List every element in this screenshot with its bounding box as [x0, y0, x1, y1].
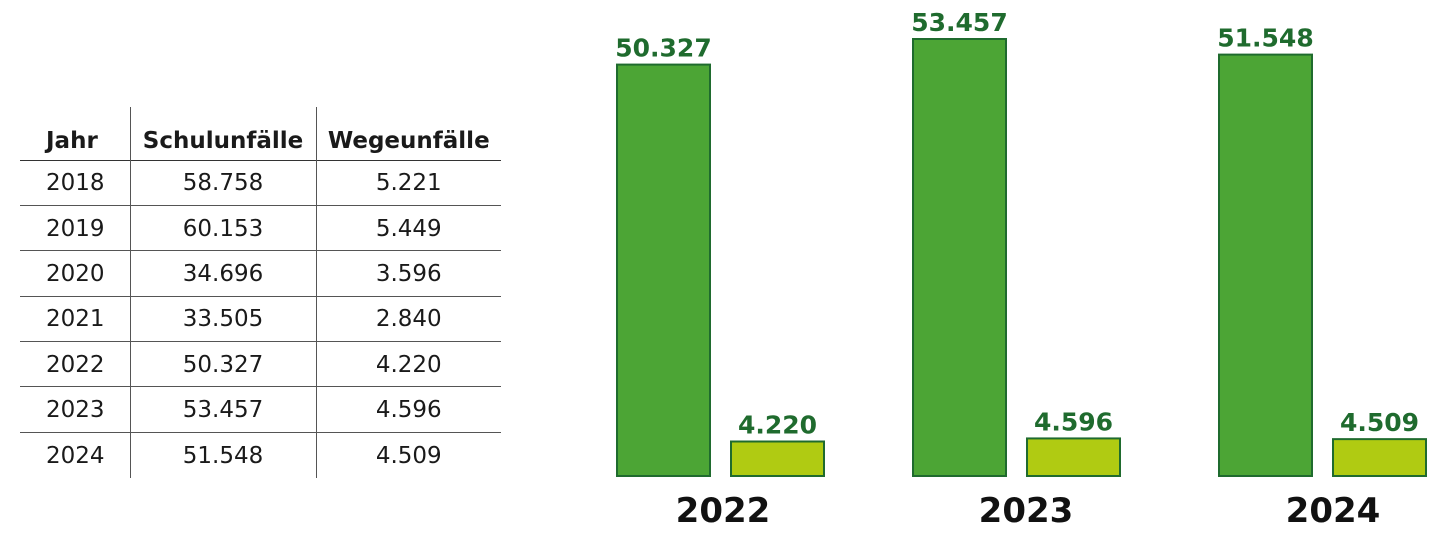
- table-cell-school-accidents: 33.505: [129, 296, 316, 342]
- bar-2024-series-1: [1218, 53, 1313, 477]
- table-cell-school-accidents: 53.457: [129, 386, 316, 433]
- bar-2024-series-2: [1332, 438, 1427, 478]
- table-cell-year: 2023: [46, 397, 105, 424]
- category-label-2023: 2023: [979, 491, 1074, 531]
- table-row: 2018 58.758 5.221: [20, 160, 501, 206]
- table-row: 2024 51.548 4.509: [20, 432, 501, 478]
- table-cell-year: 2018: [46, 170, 105, 197]
- table-cell-commute-accidents: 4.220: [315, 341, 501, 387]
- table-cell-school-accidents: 51.548: [129, 432, 316, 478]
- table-header-school-accidents: Schulunfälle: [129, 107, 316, 160]
- table-row: 2023 53.457 4.596: [20, 386, 501, 433]
- data-label-2023-series-2: 4.596: [1034, 407, 1113, 436]
- table-header-row: Jahr Schulunfälle Wegeunfälle: [20, 107, 501, 160]
- data-label-2022-series-1: 50.327: [615, 34, 711, 63]
- table-cell-year: 2022: [46, 351, 105, 378]
- bar-2022-series-1: [616, 63, 711, 478]
- table-cell-year: 2019: [46, 215, 105, 242]
- table-cell-year: 2020: [46, 260, 105, 287]
- data-label-2023-series-1: 53.457: [911, 8, 1007, 37]
- accident-table: Jahr Schulunfälle Wegeunfälle 2018 58.758 5.…: [20, 107, 501, 478]
- table-cell-commute-accidents: 2.840: [315, 296, 501, 342]
- bar-2022-series-2: [730, 440, 825, 478]
- table-cell-school-accidents: 60.153: [129, 205, 316, 251]
- data-label-2022-series-2: 4.220: [738, 411, 817, 440]
- bar-2023-series-1: [912, 38, 1007, 477]
- table-cell-commute-accidents: 3.596: [315, 250, 501, 297]
- table-cell-commute-accidents: 4.596: [315, 386, 501, 433]
- data-label-2024-series-2: 4.509: [1340, 408, 1419, 437]
- table-cell-year: 2021: [46, 306, 105, 333]
- table-row: 2021 33.505 2.840: [20, 296, 501, 342]
- table-cell-year: 2024: [46, 442, 105, 469]
- table-header-commute-accidents: Wegeunfälle: [315, 107, 501, 160]
- table-cell-commute-accidents: 5.221: [315, 160, 501, 206]
- table-header-year: Jahr: [46, 127, 98, 154]
- table-cell-school-accidents: 50.327: [129, 341, 316, 387]
- table-cell-commute-accidents: 5.449: [315, 205, 501, 251]
- table-row: 2019 60.153 5.449: [20, 205, 501, 251]
- table-cell-commute-accidents: 4.509: [315, 432, 501, 478]
- table-cell-school-accidents: 58.758: [129, 160, 316, 206]
- bar-2023-series-2: [1026, 437, 1121, 478]
- table-cell-school-accidents: 34.696: [129, 250, 316, 297]
- data-label-2024-series-1: 51.548: [1217, 24, 1313, 53]
- table-row: 2020 34.696 3.596: [20, 250, 501, 297]
- table-body: 2018 58.758 5.221 2019 60.153 5.449 2020 34.696…: [20, 160, 501, 478]
- category-label-2024: 2024: [1286, 491, 1381, 531]
- category-label-2022: 2022: [676, 491, 771, 531]
- table-row: 2022 50.327 4.220: [20, 341, 501, 387]
